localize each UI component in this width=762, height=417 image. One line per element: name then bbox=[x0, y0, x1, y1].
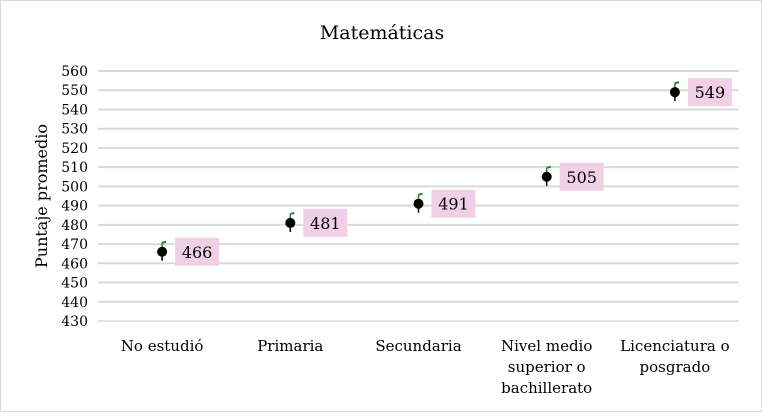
y-tick-label: 510 bbox=[61, 160, 88, 176]
data-label: 505 bbox=[566, 168, 597, 187]
y-tick-label: 520 bbox=[61, 141, 88, 157]
error-cap bbox=[546, 165, 551, 169]
data-label: 466 bbox=[182, 243, 213, 262]
data-label: 481 bbox=[310, 214, 341, 233]
data-label-bg bbox=[687, 78, 732, 107]
data-label: 549 bbox=[695, 83, 726, 102]
y-tick-label: 480 bbox=[61, 218, 88, 234]
x-tick-label: Primaria bbox=[257, 337, 323, 355]
y-tick-label: 550 bbox=[61, 83, 88, 99]
y-tick-label: 470 bbox=[61, 237, 88, 253]
x-tick-label: bachillerato bbox=[501, 379, 592, 397]
data-label: 491 bbox=[438, 195, 469, 214]
x-tick-label: superior o bbox=[508, 358, 586, 376]
y-tick-label: 490 bbox=[61, 199, 88, 215]
data-point bbox=[285, 217, 296, 228]
x-tick-label: posgrado bbox=[640, 358, 711, 376]
data-point bbox=[669, 87, 680, 98]
x-tick-label: No estudió bbox=[121, 337, 204, 355]
y-tick-label: 500 bbox=[61, 179, 88, 195]
y-tick-label: 450 bbox=[61, 276, 88, 292]
error-cap bbox=[161, 240, 167, 244]
chart-title: Matemáticas bbox=[320, 22, 444, 44]
x-tick-label: Licenciatura o bbox=[620, 337, 729, 355]
data-label-bg bbox=[431, 189, 476, 218]
error-cap bbox=[418, 192, 423, 196]
data-point bbox=[541, 171, 552, 182]
y-tick-label: 560 bbox=[61, 64, 88, 80]
x-tick-label: Secundaria bbox=[375, 337, 461, 355]
error-cap bbox=[290, 211, 295, 215]
data-label-bg bbox=[303, 208, 348, 237]
y-tick-label: 540 bbox=[61, 102, 88, 118]
x-tick-label: Nivel medio bbox=[501, 337, 592, 355]
data-label-bg bbox=[175, 237, 220, 266]
error-cap bbox=[674, 81, 680, 85]
data-label-bg bbox=[559, 162, 604, 191]
y-tick-label: 440 bbox=[61, 295, 88, 311]
y-tick-label: 460 bbox=[61, 256, 88, 272]
y-tick-label: 430 bbox=[61, 314, 88, 330]
data-point bbox=[157, 246, 168, 257]
y-axis-label: Puntaje promedio bbox=[32, 124, 51, 268]
data-point bbox=[413, 198, 424, 209]
y-tick-label: 530 bbox=[61, 122, 88, 138]
